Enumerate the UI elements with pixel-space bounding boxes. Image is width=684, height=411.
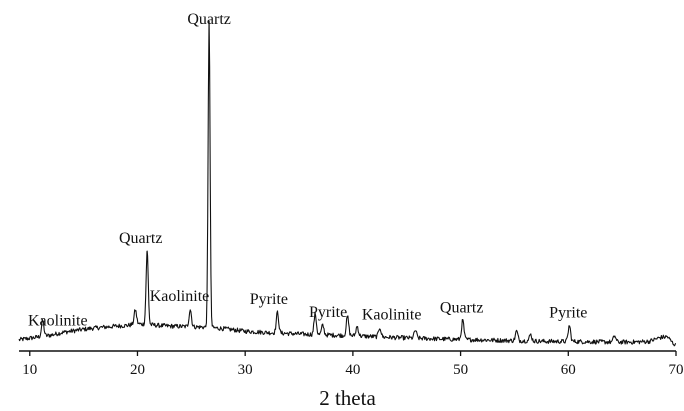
peak-label: Quartz	[187, 11, 231, 28]
peak-label: Quartz	[119, 230, 163, 247]
x-tick-label: 40	[345, 362, 360, 378]
x-tick-label: 70	[669, 362, 684, 378]
peak-label: Pyrite	[250, 291, 288, 308]
x-tick-label: 20	[130, 362, 145, 378]
x-tick-label: 50	[453, 362, 468, 378]
diffraction-trace	[18, 20, 677, 347]
peak-label: Kaolinite	[28, 313, 88, 330]
x-tick-label: 30	[238, 362, 253, 378]
peak-label: Quartz	[440, 299, 484, 316]
x-tick-label: 10	[22, 362, 37, 378]
peak-labels: Quartz Quartz Kaolinite Kaolinite Pyrite Pyri…	[28, 11, 587, 330]
peak-label: Pyrite	[549, 304, 587, 321]
x-axis-title: 2 theta	[319, 386, 376, 410]
x-tick-label: 60	[561, 362, 576, 378]
peak-label: Pyrite	[309, 304, 347, 321]
peak-label: Kaolinite	[362, 306, 422, 323]
x-axis-ticks: 10 20 30 40 50 60 70	[22, 351, 684, 378]
peak-label: Kaolinite	[150, 288, 210, 305]
